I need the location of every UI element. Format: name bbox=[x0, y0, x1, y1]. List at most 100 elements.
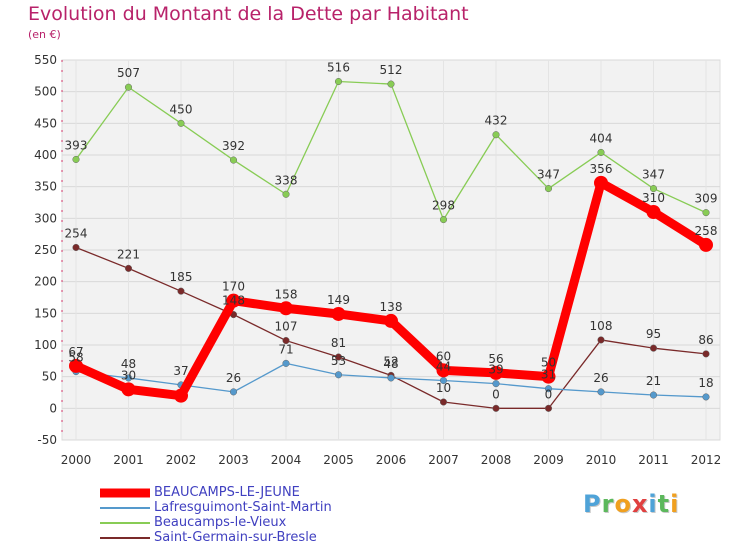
data-point bbox=[492, 380, 500, 388]
y-tick-label: 200 bbox=[34, 275, 57, 289]
data-label: 338 bbox=[275, 173, 298, 187]
data-label: 158 bbox=[275, 287, 298, 301]
data-label: 356 bbox=[590, 162, 613, 176]
data-point bbox=[282, 190, 290, 198]
y-tick-label: 400 bbox=[34, 148, 57, 162]
data-point bbox=[544, 185, 553, 193]
data-point bbox=[226, 293, 241, 308]
data-label: 507 bbox=[117, 66, 140, 80]
data-point bbox=[597, 148, 605, 157]
data-point bbox=[649, 344, 658, 352]
data-label: 347 bbox=[642, 168, 665, 182]
y-tick-label: 0 bbox=[49, 401, 57, 415]
y-tick-label: 450 bbox=[34, 116, 57, 130]
chart-title: Evolution du Montant de la Dette par Hab… bbox=[28, 3, 469, 25]
data-label: 309 bbox=[695, 192, 718, 206]
data-point bbox=[597, 336, 605, 344]
data-label: 53 bbox=[331, 354, 346, 368]
x-tick-label: 2004 bbox=[271, 453, 302, 467]
data-point bbox=[334, 77, 343, 86]
data-point bbox=[387, 374, 395, 382]
legend-label: Lafresguimont-Saint-Martin bbox=[154, 500, 332, 515]
data-point bbox=[649, 391, 658, 399]
legend-label: Saint-Germain-sur-Bresle bbox=[154, 530, 317, 545]
legend-label: Beaucamps-le-Vieux bbox=[154, 515, 287, 530]
y-tick-label: 150 bbox=[34, 306, 57, 320]
logo-letter: x bbox=[631, 490, 649, 518]
data-point bbox=[279, 301, 293, 316]
data-label: 0 bbox=[492, 387, 500, 401]
y-tick-label: 300 bbox=[34, 211, 57, 225]
data-point bbox=[597, 388, 605, 396]
x-tick-label: 2005 bbox=[323, 453, 354, 467]
data-point bbox=[177, 119, 185, 127]
y-tick-label: 100 bbox=[34, 338, 57, 352]
data-point bbox=[124, 83, 133, 91]
data-point bbox=[541, 369, 556, 384]
data-point bbox=[544, 404, 553, 412]
legend-label: BEAUCAMPS-LE-JEUNE bbox=[154, 485, 300, 500]
data-label: 71 bbox=[278, 342, 293, 356]
y-tick-label: 500 bbox=[34, 85, 57, 99]
proxiti-logo: Proxiti bbox=[583, 490, 679, 518]
data-point bbox=[72, 243, 80, 252]
data-point bbox=[384, 313, 398, 328]
data-point bbox=[489, 365, 503, 380]
data-point bbox=[334, 371, 343, 379]
data-label: 138 bbox=[380, 300, 403, 314]
data-label: 170 bbox=[222, 280, 245, 294]
data-label: 58 bbox=[68, 351, 83, 365]
x-tick-label: 2001 bbox=[113, 453, 144, 467]
x-tick-label: 2002 bbox=[166, 453, 197, 467]
data-label: 254 bbox=[65, 226, 88, 240]
data-point bbox=[177, 287, 185, 295]
x-tick-label: 2009 bbox=[533, 453, 564, 467]
legend-swatch bbox=[100, 506, 150, 509]
logo-letter: t bbox=[657, 490, 671, 518]
y-tick-label: 350 bbox=[34, 180, 57, 194]
logo-letter: P bbox=[583, 490, 602, 518]
data-label: 10 bbox=[436, 381, 451, 395]
legend-swatch bbox=[100, 488, 150, 497]
data-label: 95 bbox=[646, 327, 661, 341]
data-label: 404 bbox=[590, 131, 613, 145]
data-label: 39 bbox=[488, 363, 503, 377]
data-label: 30 bbox=[121, 368, 136, 382]
data-point bbox=[492, 131, 500, 139]
y-tick-label: -50 bbox=[37, 433, 57, 447]
data-label: 185 bbox=[170, 270, 193, 284]
data-label: 512 bbox=[380, 63, 403, 77]
data-label: 37 bbox=[173, 364, 188, 378]
y-tick-label: 50 bbox=[42, 370, 57, 384]
data-point bbox=[174, 388, 188, 403]
data-point bbox=[702, 209, 710, 217]
data-point bbox=[331, 306, 346, 321]
data-label: 67 bbox=[68, 345, 83, 359]
data-point bbox=[334, 353, 343, 361]
data-label: 108 bbox=[590, 319, 613, 333]
data-point bbox=[439, 398, 448, 406]
data-point bbox=[282, 337, 290, 345]
logo-letter: i bbox=[648, 490, 658, 518]
data-label: 18 bbox=[698, 376, 713, 390]
data-label: 52 bbox=[383, 354, 398, 368]
data-point bbox=[699, 237, 713, 252]
x-tick-label: 2011 bbox=[638, 453, 669, 467]
data-point bbox=[436, 363, 451, 378]
logo-letter: o bbox=[614, 490, 632, 518]
data-label: 86 bbox=[698, 333, 713, 347]
data-label: 392 bbox=[222, 139, 245, 153]
data-label: 221 bbox=[117, 247, 140, 261]
y-tick-label: 250 bbox=[34, 243, 57, 257]
data-point bbox=[387, 80, 395, 88]
data-point bbox=[594, 175, 608, 190]
logo-letter: r bbox=[601, 490, 615, 518]
data-point bbox=[544, 385, 553, 393]
data-label: 31 bbox=[541, 368, 556, 382]
data-point bbox=[439, 216, 448, 224]
x-tick-label: 2008 bbox=[481, 453, 512, 467]
data-point bbox=[124, 264, 133, 272]
x-tick-label: 2012 bbox=[691, 453, 722, 467]
data-point bbox=[646, 205, 661, 219]
data-label: 107 bbox=[275, 320, 298, 334]
